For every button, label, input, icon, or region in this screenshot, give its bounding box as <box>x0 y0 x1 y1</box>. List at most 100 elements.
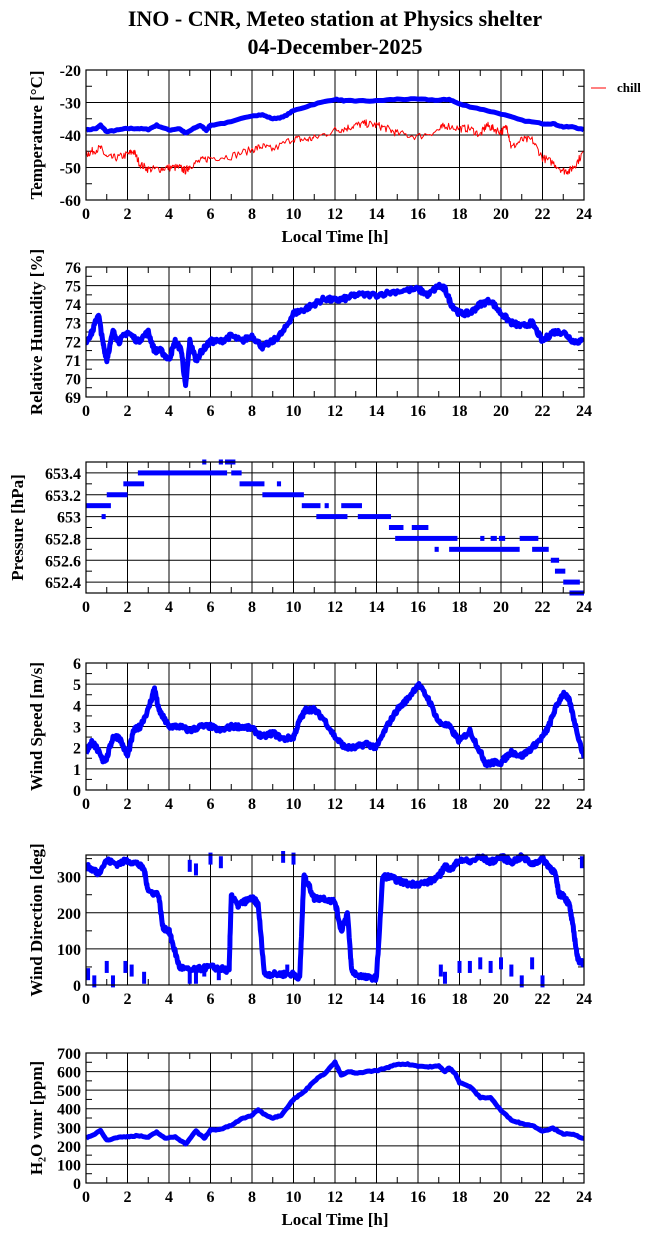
data-point <box>187 971 192 984</box>
y-tick-label: 653.4 <box>45 466 81 483</box>
x-tick-label: 8 <box>248 991 256 1008</box>
data-point <box>187 859 192 872</box>
x-tick-label: 0 <box>82 796 90 813</box>
pressure-segment <box>276 481 282 487</box>
x-tick-label: 16 <box>410 599 426 616</box>
plot-frame <box>85 266 585 398</box>
x-tick-label: 22 <box>535 991 551 1008</box>
x-tick-label: 10 <box>286 403 302 420</box>
pressure-segment <box>532 546 549 552</box>
y-axis-label: H₂O vmr [ppm] <box>27 1061 46 1175</box>
chart-title-line2: 04-December-2025 <box>247 34 422 59</box>
y-tick-label: 0 <box>73 978 81 995</box>
data-point <box>208 852 213 865</box>
pressure-segment <box>388 525 404 530</box>
x-tick-label: 14 <box>369 991 385 1008</box>
y-tick-label: 72 <box>65 334 81 351</box>
pressure-segment <box>563 579 580 585</box>
data-point <box>216 968 221 981</box>
y-tick-label: -50 <box>60 161 81 178</box>
data-point <box>142 971 147 984</box>
x-tick-label: 14 <box>369 796 385 813</box>
x-tick-label: 8 <box>248 206 256 223</box>
data-layer <box>86 851 584 988</box>
x-tick-label: 14 <box>369 1189 385 1206</box>
x-tick-label: 10 <box>286 206 302 223</box>
pressure-segment <box>434 546 439 552</box>
series-h2o_vmr <box>86 1059 584 1147</box>
y-tick-label: -20 <box>60 63 81 80</box>
y-axis-label: Pressure [hPa] <box>8 474 27 581</box>
y-tick-label: 5 <box>73 677 81 694</box>
data-point <box>467 960 472 973</box>
data-point <box>499 957 503 970</box>
pressure-segment <box>554 568 566 574</box>
x-tick-label: 18 <box>452 206 468 223</box>
data-point <box>123 960 128 973</box>
x-tick-label: 18 <box>452 991 468 1008</box>
x-tick-label: 20 <box>493 599 509 616</box>
x-tick-label: 20 <box>493 991 509 1008</box>
x-tick-label: 20 <box>493 403 509 420</box>
y-tick-label: 3 <box>73 720 81 737</box>
data-point <box>488 960 493 973</box>
pressure-segment <box>301 503 321 509</box>
x-tick-label: 22 <box>535 206 551 223</box>
x-tick-label: 4 <box>165 796 173 813</box>
pressure-segment <box>550 557 560 563</box>
panel-temperature: 0 2 4 6 8 10 12 14 16 18 20 22 24-60-50-40-30-20Temp… <box>27 63 641 246</box>
x-tick-label: 24 <box>576 599 592 616</box>
panel-humidity: 0 2 4 6 8 10 12 14 16 18 20 22 246970717273747576Rel… <box>27 249 592 420</box>
series-wind_dir_main <box>86 856 460 983</box>
data-point <box>110 975 115 988</box>
y-axis-label: Wind Speed [m/s] <box>27 662 46 791</box>
x-tick-label: 2 <box>124 599 132 616</box>
x-tick-label: 14 <box>369 206 385 223</box>
y-tick-label: 70 <box>65 371 81 388</box>
x-tick-label: 0 <box>82 206 90 223</box>
y-tick-label: 2 <box>73 741 81 758</box>
x-tick-label: 6 <box>207 206 215 223</box>
x-tick-label: 12 <box>327 1189 343 1206</box>
x-tick-label: 22 <box>535 796 551 813</box>
x-tick-label: 24 <box>576 1189 592 1206</box>
y-tick-label: 300 <box>57 870 81 887</box>
x-tick-label: 4 <box>165 1189 173 1206</box>
y-tick-label: 300 <box>57 1120 81 1137</box>
series-chill <box>86 119 584 175</box>
y-tick-label: 0 <box>73 1176 81 1193</box>
x-tick-label: 18 <box>452 1189 468 1206</box>
x-tick-label: 0 <box>82 599 90 616</box>
x-tick-label: 8 <box>248 796 256 813</box>
series-humidity <box>86 281 584 389</box>
x-tick-label: 4 <box>165 991 173 1008</box>
x-tick-label: 6 <box>207 991 215 1008</box>
plot-frame <box>85 662 585 791</box>
x-tick-label: 20 <box>493 1189 509 1206</box>
pressure-segment <box>519 535 539 541</box>
data-point <box>442 971 447 984</box>
y-tick-label: 1 <box>73 762 81 779</box>
x-tick-label: 4 <box>165 206 173 223</box>
y-tick-label: 6 <box>73 656 81 673</box>
x-tick-label: 6 <box>207 599 215 616</box>
y-tick-label: 652.8 <box>45 531 81 548</box>
y-tick-label: 100 <box>57 942 81 959</box>
data-point <box>540 975 545 988</box>
y-tick-label: 600 <box>57 1065 81 1082</box>
x-tick-label: 8 <box>248 403 256 420</box>
pressure-segment <box>262 492 304 498</box>
x-tick-label: 22 <box>535 599 551 616</box>
pressure-segment <box>137 470 228 476</box>
x-tick-label: 18 <box>452 403 468 420</box>
panel-h2o_vmr: 0 2 4 6 8 10 12 14 16 18 20 22 240100200300400500600… <box>27 1046 592 1229</box>
y-tick-label: 76 <box>65 260 81 277</box>
x-tick-label: 10 <box>286 599 302 616</box>
x-tick-label: 24 <box>576 206 592 223</box>
y-tick-label: 4 <box>73 698 81 715</box>
pressure-segment <box>324 503 329 509</box>
y-tick-label: -60 <box>60 193 81 210</box>
x-tick-label: 14 <box>369 599 385 616</box>
x-tick-label: 2 <box>124 1189 132 1206</box>
